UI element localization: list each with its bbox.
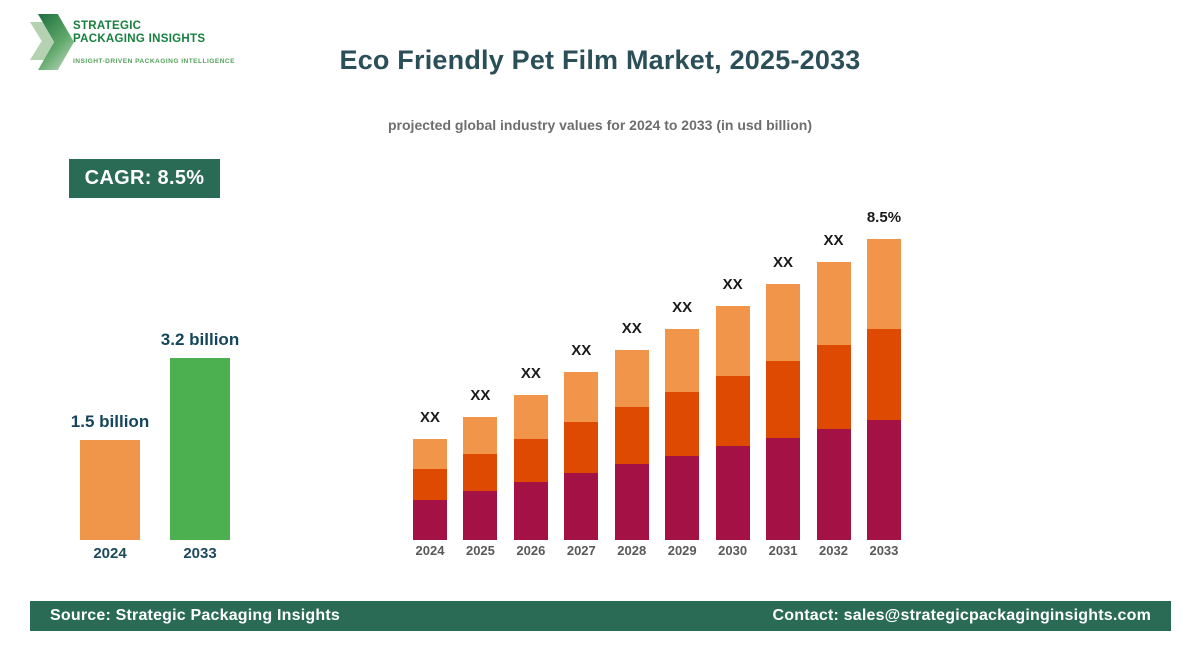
bar-value-label: XX <box>773 254 794 271</box>
bar-segment-middle <box>564 422 599 473</box>
bar-year-label: 2029 <box>667 543 697 558</box>
bar-segment-top <box>766 284 801 361</box>
bar-segment-middle <box>413 469 447 500</box>
stacked-bar-2024 <box>413 439 447 540</box>
logo-tagline: INSIGHT-DRIVEN PACKAGING INTELLIGENCE <box>73 58 235 65</box>
bar-segment-bottom <box>463 490 498 540</box>
bar-segment-bottom <box>866 419 901 540</box>
bar-year-label: 2032 <box>819 543 848 558</box>
bar-segment-bottom <box>816 428 851 540</box>
stacked-bar-2033 <box>866 239 901 540</box>
stacked-bar-group-2032: XX 2032 <box>816 232 851 558</box>
mini-bar-2033 <box>170 358 230 540</box>
bar-segment-middle <box>715 376 750 447</box>
logo-line2: PACKAGING INSIGHTS <box>73 33 206 45</box>
mini-bar-group-2033: 3.2 billion 2033 <box>161 330 239 563</box>
bar-value-label: XX <box>520 365 541 382</box>
mini-year-label: 2033 <box>183 545 217 562</box>
mini-value-label: 3.2 billion <box>160 330 240 349</box>
stacked-bar-group-2026: XX 2026 <box>513 365 548 558</box>
bar-segment-top <box>614 350 649 407</box>
page-title: Eco Friendly Pet Film Market, 2025-2033 <box>339 45 861 75</box>
stacked-bar-group-2025: XX 2025 <box>463 387 498 558</box>
projection-chart: XX 2024 XX 2025 XX 2026 XX 2027 XX 2028 XX 2029 XX 20… <box>413 209 901 558</box>
logo: STRATEGIC PACKAGING INSIGHTS INSIGHT-DRI… <box>28 12 288 74</box>
bar-segment-middle <box>816 345 851 429</box>
logo-text: STRATEGIC PACKAGING INSIGHTS <box>73 20 205 46</box>
mini-year-label: 2024 <box>93 545 127 562</box>
stacked-bar-2032 <box>816 262 851 540</box>
stacked-bar-2031 <box>766 284 801 540</box>
bar-segment-bottom <box>665 455 700 540</box>
bar-segment-bottom <box>614 464 649 540</box>
bar-year-label: 2026 <box>516 543 546 558</box>
bar-segment-top <box>413 439 447 470</box>
bar-value-label: XX <box>823 232 844 249</box>
stacked-bar-group-2030: XX 2030 <box>715 276 750 558</box>
stacked-bar-group-2031: XX 2031 <box>766 254 801 558</box>
bar-segment-top <box>816 262 851 346</box>
bar-segment-top <box>665 329 700 393</box>
bar-year-label: 2027 <box>566 543 596 558</box>
footer-contact: Contact: sales@strategicpackaginginsight… <box>772 607 1151 624</box>
bar-year-label: 2025 <box>465 543 495 558</box>
mini-bar-group-2024: 1.5 billion 2024 <box>71 412 149 563</box>
stacked-bar-2028 <box>614 350 649 540</box>
bar-segment-top <box>463 417 498 454</box>
bar-year-label: 2033 <box>869 543 899 558</box>
bar-year-label: 2024 <box>415 543 445 558</box>
bar-segment-middle <box>766 360 801 438</box>
bar-year-label: 2030 <box>718 543 748 558</box>
bar-segment-bottom <box>564 472 599 540</box>
bar-segment-middle <box>665 392 700 456</box>
bar-segment-bottom <box>513 482 548 540</box>
growth-summary-chart: 1.5 billion 2024 3.2 billion 2033 <box>71 322 239 563</box>
page-subtitle: projected global industry values for 202… <box>388 117 812 133</box>
stacked-bar-2029 <box>665 329 700 540</box>
bar-value-label: 8.5% <box>866 209 902 226</box>
bar-segment-middle <box>614 407 649 464</box>
stacked-bar-group-2027: XX 2027 <box>564 342 599 558</box>
bar-year-label: 2028 <box>617 543 647 558</box>
bar-segment-bottom <box>766 437 801 540</box>
stacked-bar-group-2028: XX 2028 <box>614 320 649 558</box>
bar-value-label: XX <box>571 342 592 359</box>
stacked-bar-group-2033: 8.5% 2033 <box>867 209 901 558</box>
bar-value-label: XX <box>621 320 642 337</box>
bar-segment-middle <box>463 453 498 491</box>
bar-value-label: XX <box>470 387 491 404</box>
stacked-bar-group-2029: XX 2029 <box>665 299 700 558</box>
bar-segment-bottom <box>715 446 750 540</box>
footer-source: Source: Strategic Packaging Insights <box>50 607 340 624</box>
footer-bar: Source: Strategic Packaging Insights Con… <box>30 601 1171 631</box>
stacked-bar-2027 <box>564 372 599 540</box>
stacked-bar-2025 <box>463 417 498 540</box>
bar-segment-middle <box>513 438 548 482</box>
logo-line1: STRATEGIC <box>73 20 142 32</box>
cagr-badge: CAGR: 8.5% <box>69 159 220 198</box>
bar-year-label: 2031 <box>768 543 798 558</box>
stacked-bar-2030 <box>715 306 750 540</box>
stacked-bar-group-2024: XX 2024 <box>413 409 447 558</box>
bar-segment-middle <box>866 329 901 420</box>
bar-segment-top <box>866 239 901 330</box>
cagr-badge-label: CAGR: 8.5% <box>84 167 205 189</box>
bar-segment-top <box>715 306 750 377</box>
stacked-bar-2026 <box>513 395 548 540</box>
bar-segment-top <box>513 395 548 439</box>
bar-segment-top <box>564 372 599 423</box>
bar-value-label: XX <box>419 409 440 426</box>
mini-bar-2024 <box>80 440 140 540</box>
mini-value-label: 1.5 billion <box>70 412 150 431</box>
bar-value-label: XX <box>672 299 693 316</box>
bar-segment-bottom <box>413 499 447 540</box>
bar-value-label: XX <box>722 276 743 293</box>
